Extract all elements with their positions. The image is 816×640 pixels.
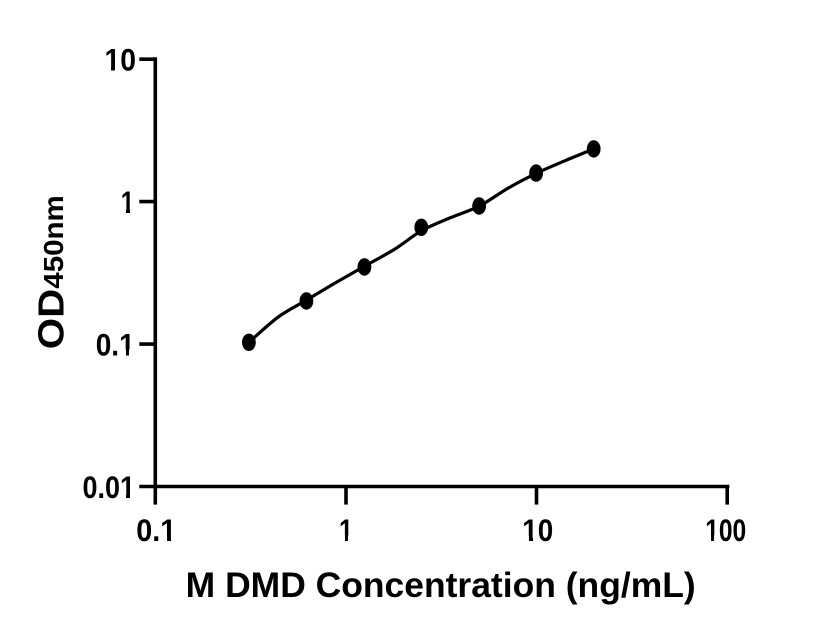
svg-text:1: 1 [121,184,135,220]
svg-text:OD: OD [30,289,71,350]
svg-text:10: 10 [105,42,137,78]
svg-text:100: 100 [705,512,746,548]
svg-text:10: 10 [522,512,553,548]
svg-text:450nm: 450nm [38,195,69,289]
svg-text:M DMD Concentration (ng/mL): M DMD Concentration (ng/mL) [186,566,696,605]
svg-text:0.1: 0.1 [96,326,135,362]
svg-text:0.01: 0.01 [83,469,136,505]
svg-text:0.1: 0.1 [136,512,176,548]
svg-text:1: 1 [339,512,353,548]
